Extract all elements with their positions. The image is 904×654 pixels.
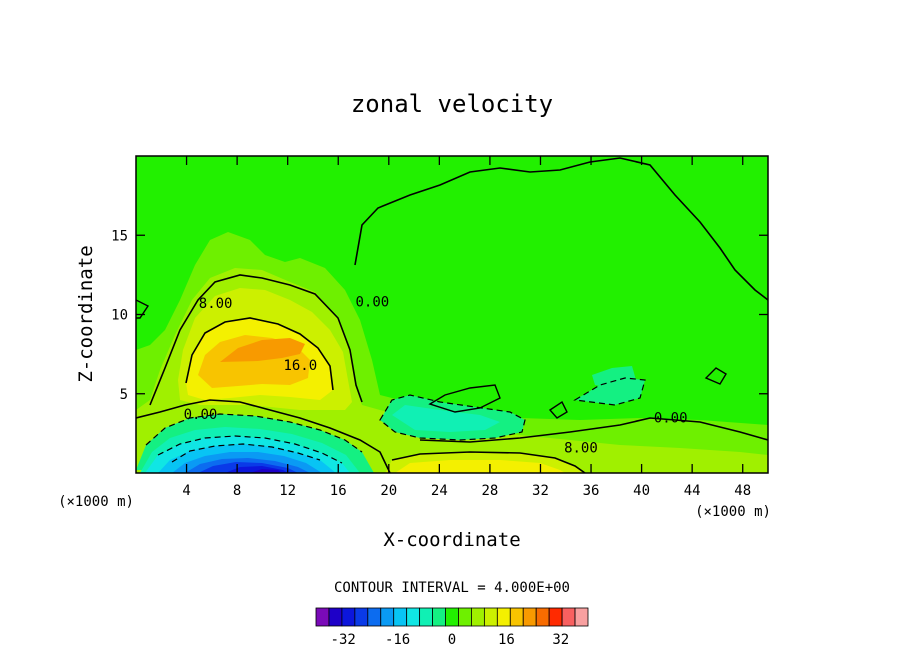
contour-zero-line-3: [419, 417, 768, 443]
colorbar-swatch: [561, 607, 576, 627]
colorbar-swatch: [393, 607, 408, 627]
colorbar-tick-label: -32: [331, 632, 356, 648]
contour-interval-text: CONTOUR INTERVAL = 4.000E+00: [334, 580, 570, 596]
colorbar-swatch: [522, 607, 537, 627]
colorbar-swatch: [341, 607, 356, 627]
contour-zero-line-2: [136, 399, 391, 473]
y-tick-label: 10: [111, 308, 128, 324]
contour-small-blob-2: [704, 367, 727, 385]
contour-fill-neg-layer-right: [575, 378, 645, 405]
colorbar-ticks: -32 -16 0 16 32: [331, 632, 570, 648]
colorbar-swatch: [432, 607, 446, 627]
x-tick-label: 28: [481, 483, 498, 499]
contour-neg-dashed-right: [573, 377, 646, 406]
contour-small-blob-4: [136, 299, 150, 319]
contour-labels: 8.00 0.00 16.0 0.00 0.00 8.00: [184, 295, 688, 457]
contour-label: 0.00: [654, 410, 688, 426]
contour-fill-neg-36: [250, 469, 282, 473]
colorbar-swatch: [367, 607, 382, 627]
contour-fill-neg-layer-8: [392, 405, 500, 432]
plot-area: [136, 156, 768, 473]
colorbar-swatch: [419, 607, 433, 627]
contour-label: 8.00: [564, 440, 598, 456]
colorbar-swatch: [471, 607, 485, 627]
contour-8-line: [149, 274, 363, 406]
x-tick-label: 48: [734, 483, 751, 499]
contour-zero-line: [354, 157, 768, 301]
colorbar-swatch: [315, 607, 330, 627]
contour-label: 16.0: [283, 358, 317, 374]
x-tick-label: 24: [431, 483, 448, 499]
colorbar-swatch: [535, 607, 550, 627]
x-axis-ticks: 4 8 12 16 20 24 28 32 36 40 44 48: [182, 156, 751, 499]
contour-fill-pos-near-surface-16: [395, 460, 565, 473]
colorbar-swatch: [354, 607, 369, 627]
colorbar-swatch: [380, 607, 395, 627]
x-tick-label: 20: [380, 483, 397, 499]
colorbar-swatch: [574, 607, 589, 627]
colorbar-swatch: [406, 607, 421, 627]
x-tick-label: 8: [233, 483, 241, 499]
contour-fill-neg-layer-right-2: [592, 366, 636, 388]
x-units-label-right: (×1000 m): [695, 504, 771, 520]
x-axis-title: X-coordinate: [383, 529, 520, 551]
x-tick-label: 40: [633, 483, 650, 499]
contour-label: 0.00: [184, 407, 218, 423]
x-tick-label: 16: [330, 483, 347, 499]
contour-neg-dashed-layer: [379, 394, 526, 441]
contour-label: 0.00: [356, 295, 390, 311]
x-tick-label: 4: [182, 483, 190, 499]
contour-near-surface-8: [391, 451, 586, 473]
contour-16-line: [185, 317, 334, 391]
contour-fill-24: [220, 338, 305, 362]
y-axis-ticks: 5 10 15: [111, 228, 768, 403]
x-tick-label: 12: [279, 483, 296, 499]
colorbar-swatch: [548, 607, 563, 627]
colorbar-swatch: [328, 607, 343, 627]
contour-label: 8.00: [199, 296, 233, 312]
colorbar-swatch: [445, 607, 459, 627]
contour-neg-dashed-1: [145, 413, 363, 453]
colorbar-tick-label: 16: [498, 632, 515, 648]
contour-neg-dashed-3: [171, 443, 321, 463]
contour-small-blob-3: [548, 400, 568, 419]
colorbar-swatch: [496, 607, 511, 627]
colorbar-swatch: [483, 607, 498, 627]
y-axis-title: Z-coordinate: [75, 245, 97, 382]
chart-title: zonal velocity: [351, 90, 553, 118]
x-tick-label: 32: [532, 483, 549, 499]
colorbar-swatch: [458, 607, 472, 627]
colorbar-tick-label: 0: [448, 632, 456, 648]
x-tick-label: 44: [684, 483, 701, 499]
contour-neg-dashed-2: [157, 435, 343, 464]
y-tick-label: 5: [120, 387, 128, 403]
y-tick-label: 15: [111, 228, 128, 244]
x-units-label-left: (×1000 m): [58, 494, 134, 510]
colorbar: [315, 607, 589, 627]
x-tick-label: 36: [583, 483, 600, 499]
colorbar-swatch: [509, 607, 524, 627]
colorbar-tick-label: 32: [552, 632, 569, 648]
contour-small-blob-1: [428, 384, 501, 413]
colorbar-tick-label: -16: [385, 632, 410, 648]
